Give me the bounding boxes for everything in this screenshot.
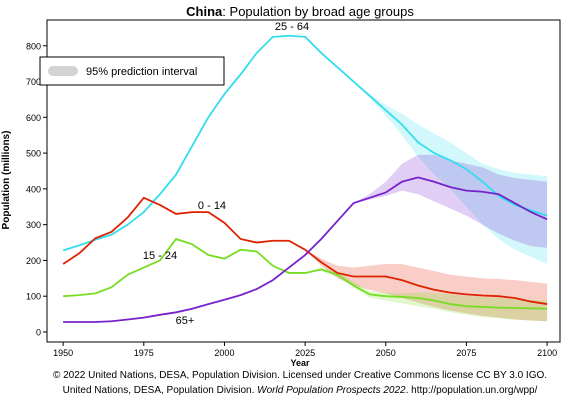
plot-frame <box>46 19 561 343</box>
series-label: 0 - 14 <box>198 200 226 212</box>
y-tick-label: 600 <box>26 113 41 123</box>
title-rest: : Population by broad age groups <box>222 4 414 19</box>
x-axis-label: Year <box>290 358 310 368</box>
y-tick-label: 300 <box>26 220 41 230</box>
series-line <box>62 34 548 252</box>
footer-line2: United Nations, DESA, Population Divisio… <box>63 385 538 396</box>
chart-title: China: Population by broad age groups <box>186 4 414 19</box>
y-tick-label: 200 <box>26 256 41 266</box>
series-line <box>63 176 548 323</box>
series-label: 25 - 64 <box>275 21 309 33</box>
y-tick-label: 400 <box>26 184 41 194</box>
legend-label: 95% prediction interval <box>86 66 197 78</box>
series-label: 15 - 24 <box>143 250 177 262</box>
y-tick-label: 100 <box>26 292 41 302</box>
title-country: China <box>186 4 223 19</box>
x-tick-label: 2075 <box>456 348 476 358</box>
prediction-interval <box>305 36 548 265</box>
x-tick-label: 1975 <box>134 348 154 358</box>
y-tick-label: 500 <box>26 149 41 159</box>
footer-italic: World Population Prospects 2022 <box>257 385 406 396</box>
prediction-interval <box>305 154 548 256</box>
x-tick-label: 2050 <box>376 348 396 358</box>
footer-end: . http://population.un.org/wpp/ <box>406 385 538 396</box>
series-line <box>62 196 548 305</box>
footer-line1: © 2022 United Nations, DESA, Population … <box>53 370 547 381</box>
x-tick-label: 1950 <box>53 348 73 358</box>
series-line <box>63 237 548 310</box>
y-tick-label: 0 <box>36 327 41 337</box>
y-axis-label: Population (millions) <box>1 131 12 230</box>
x-tick-label: 2025 <box>295 348 315 358</box>
legend-swatch <box>48 66 78 76</box>
footer-start: United Nations, DESA, Population Divisio… <box>63 385 258 396</box>
x-tick-label: 2000 <box>214 348 234 358</box>
series-label: 65+ <box>176 315 195 327</box>
prediction-interval <box>305 249 548 322</box>
y-tick-label: 800 <box>26 41 41 51</box>
y-tick-label: 700 <box>26 77 41 87</box>
x-tick-label: 2100 <box>537 348 557 358</box>
